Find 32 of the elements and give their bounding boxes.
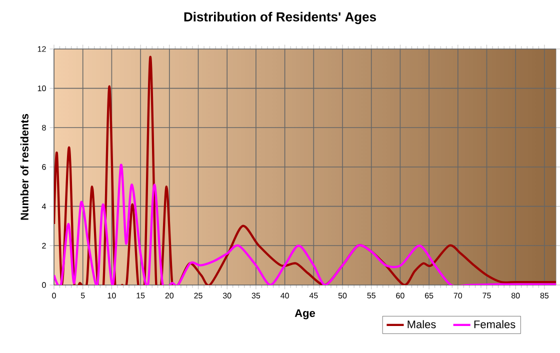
legend-label: Females <box>474 320 516 328</box>
chart-title: Distribution of Residents' Ages <box>184 12 376 24</box>
x-tick-label: 50 <box>338 292 347 298</box>
x-tick-label: 65 <box>425 292 434 298</box>
x-tick-label: 70 <box>454 292 462 298</box>
x-axis-title: Age <box>294 309 316 320</box>
y-tick-label: 6 <box>42 164 46 170</box>
x-tick-label: 35 <box>252 292 260 298</box>
x-tick-label: 25 <box>194 292 202 298</box>
y-tick-label: 4 <box>42 204 46 210</box>
line-series <box>54 164 556 285</box>
x-tick-label: 40 <box>280 292 289 298</box>
x-tick-label: 45 <box>309 292 318 298</box>
x-tick-label: 10 <box>108 292 116 298</box>
y-tick-label: 10 <box>38 85 46 92</box>
x-tick-label: 60 <box>396 292 404 298</box>
x-tick-label: 30 <box>222 292 232 298</box>
x-tick-label: 75 <box>482 292 491 298</box>
legend-label: Males <box>408 320 436 328</box>
x-tick-label: 85 <box>540 292 549 298</box>
y-tick-label: 12 <box>38 46 46 52</box>
x-tick-label: 20 <box>165 292 174 298</box>
x-tick-label: 55 <box>367 292 376 298</box>
y-tick-label: 8 <box>42 124 46 130</box>
y-tick-label: 0 <box>42 282 46 288</box>
x-tick-label: 15 <box>136 292 145 298</box>
x-tick-label: 5 <box>80 292 85 298</box>
y-axis-title: Number of residents <box>20 114 28 220</box>
x-tick-label: 80 <box>512 292 520 298</box>
y-tick-label: 2 <box>42 242 46 248</box>
x-tick-label: 0 <box>52 292 56 298</box>
line-series <box>54 56 556 285</box>
